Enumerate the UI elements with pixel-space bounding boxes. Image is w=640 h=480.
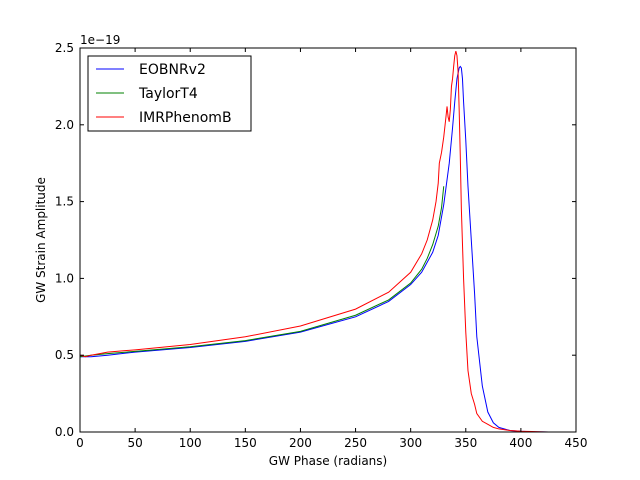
- legend-label: EOBNRv2: [139, 62, 206, 78]
- legend: EOBNRv2 TaylorT4 IMRPhenomB: [87, 55, 252, 132]
- x-tick-label: 300: [399, 436, 422, 450]
- y-axis-label: GW Strain Amplitude: [34, 177, 48, 303]
- series-line-imrphenomb: [79, 50, 549, 433]
- x-tick-label: 250: [344, 436, 367, 450]
- y-tick-label: 0.5: [55, 348, 74, 362]
- y-tick-label: 0.0: [55, 425, 74, 439]
- legend-label: TaylorT4: [138, 86, 198, 102]
- plot-frame: [79, 47, 577, 433]
- y-tick-label: 2.5: [55, 41, 74, 55]
- x-tick-label: 450: [565, 436, 588, 450]
- x-tick-label: 150: [234, 436, 257, 450]
- series-line-taylort4: [79, 186, 445, 358]
- x-axis-label: GW Phase (radians): [269, 454, 387, 468]
- y-tick-label: 2.0: [55, 118, 74, 132]
- x-tick-label: 100: [179, 436, 202, 450]
- x-tick-label: 0: [76, 436, 84, 450]
- x-tick-label: 50: [127, 436, 142, 450]
- series-layer: [79, 50, 549, 433]
- x-tick-label: 200: [289, 436, 312, 450]
- series-line-eobnrv2: [80, 65, 549, 433]
- y-tick-label: 1.0: [55, 271, 74, 285]
- legend-label: IMRPhenomB: [139, 110, 232, 126]
- y-axis: 0.0 0.5 1.0 1.5 2.0 2.5: [55, 41, 576, 439]
- x-axis: 0 50 100 150 200 250 300 350 400 450: [76, 48, 587, 450]
- y-offset-label: 1e−19: [80, 33, 120, 47]
- x-tick-label: 400: [509, 436, 532, 450]
- x-tick-label: 350: [454, 436, 477, 450]
- y-tick-label: 1.5: [55, 195, 74, 209]
